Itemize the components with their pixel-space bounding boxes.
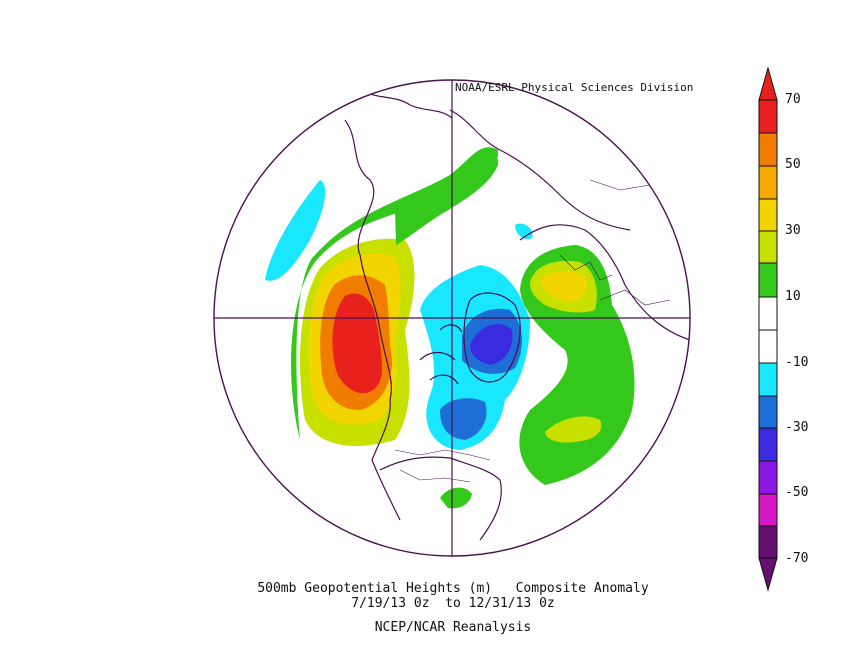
colorbar-seg-6	[758, 262, 778, 298]
colorbar-label-neg30: -30	[785, 420, 809, 435]
ridge-florida-green	[440, 487, 472, 509]
ridge-atlantic-yellowgreen	[545, 416, 602, 443]
credit-text: NOAA/ESRL Physical Sciences Division	[455, 81, 694, 94]
caption-date-range: 7/19/13 0z to 12/31/13 0z	[351, 596, 555, 611]
ridge-arctic-green	[395, 154, 499, 245]
colorbar-seg-12	[758, 460, 778, 495]
caption-title: 500mb Geopotential Heights (m) Composite…	[257, 581, 649, 596]
colorbar-label-neg50: -50	[785, 485, 809, 500]
trough-neg50-greenland	[470, 324, 513, 365]
colorbar-seg-9	[758, 362, 778, 397]
colorbar-label-50: 50	[785, 157, 801, 172]
colorbar-seg-11	[758, 427, 778, 462]
colorbar-label-neg10: -10	[785, 355, 809, 370]
colorbar-seg-2	[758, 132, 778, 167]
colorbar-label-70: 70	[785, 92, 801, 107]
coastlines	[344, 89, 690, 541]
colorbar-seg-13	[758, 493, 778, 527]
colorbar-seg-3	[758, 165, 778, 200]
colorbar-seg-14	[758, 525, 778, 559]
colorbar-seg-1	[758, 99, 778, 134]
map-outline	[213, 79, 691, 557]
colorbar-label-10: 10	[785, 289, 801, 304]
trough-neg10-arctic	[515, 223, 533, 240]
trough-neg10-pacific	[265, 180, 326, 281]
colorbar-bottom-arrow	[758, 557, 778, 592]
colorbar-seg-10	[758, 395, 778, 429]
colorbar-label-30: 30	[785, 223, 801, 238]
colorbar-label-neg70: -70	[785, 551, 809, 566]
colorbar-seg-8	[758, 329, 778, 364]
colorbar-seg-5	[758, 230, 778, 264]
caption-source: NCEP/NCAR Reanalysis	[374, 620, 532, 635]
ridge-europe-yellow	[540, 271, 587, 302]
colorbar-top-arrow	[758, 66, 778, 101]
anomaly-contours	[265, 89, 690, 541]
colorbar-seg-4	[758, 198, 778, 232]
colorbar-seg-7	[758, 296, 778, 331]
colorbar	[758, 66, 778, 592]
